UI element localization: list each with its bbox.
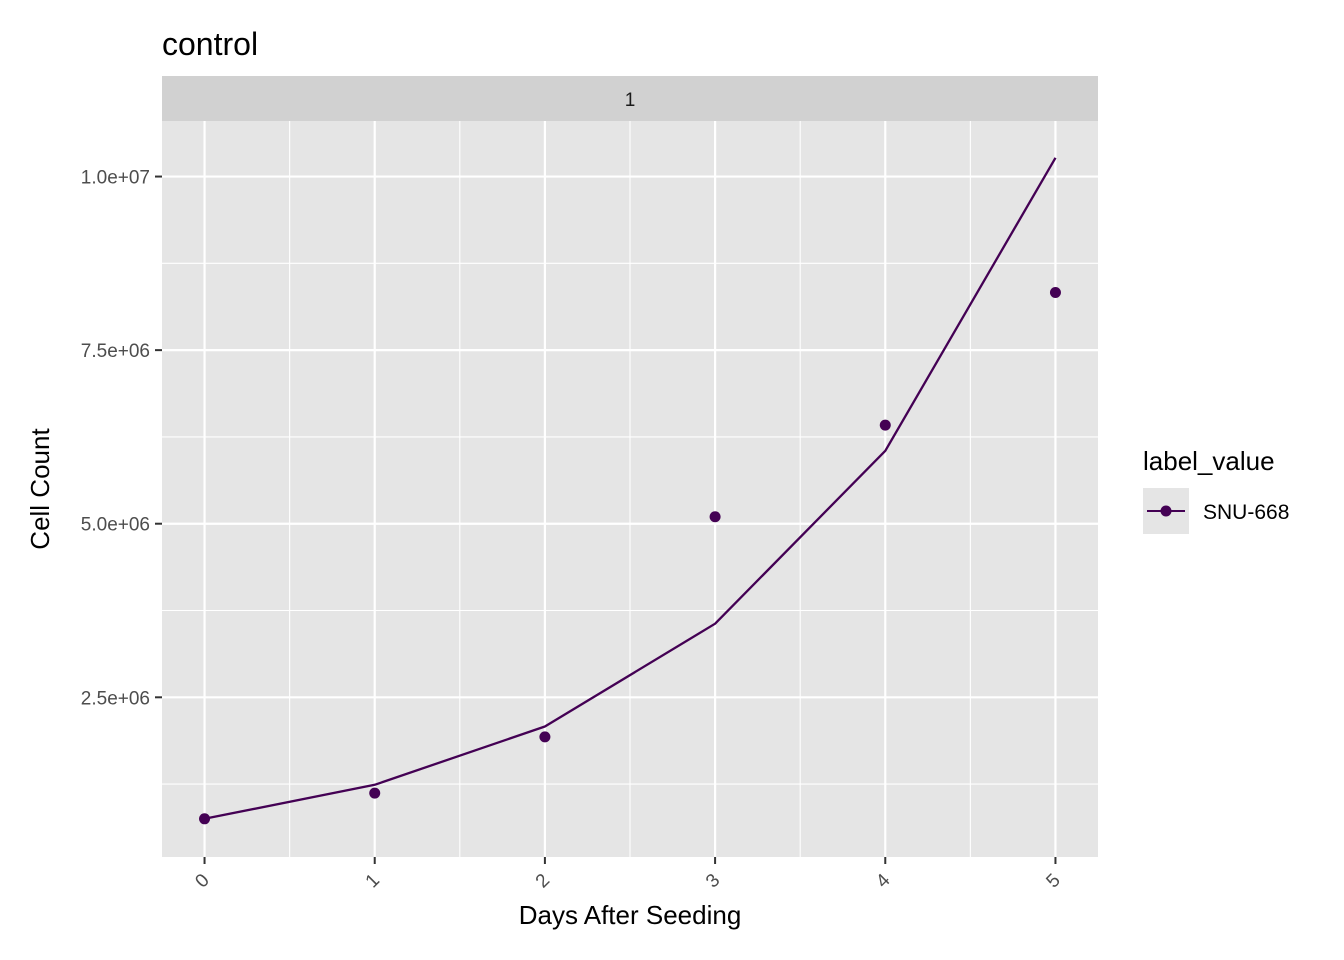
y-tick-label: 1.0e+07 <box>81 168 150 189</box>
legend-item-snu-668: SNU-668 <box>1203 501 1289 524</box>
chart-title: control <box>162 26 258 62</box>
legend-key-point <box>1160 505 1172 517</box>
x-axis-title: Days After Seeding <box>519 900 742 930</box>
x-tick-label: 3 <box>702 870 724 892</box>
legend: label_value SNU-668 <box>1143 446 1289 534</box>
x-axis: 0 1 2 3 4 5 <box>191 857 1065 893</box>
y-tick-label: 7.5e+06 <box>81 341 150 362</box>
grid-minor <box>162 121 1098 857</box>
facet-label: 1 <box>625 90 636 111</box>
y-tick-label: 2.5e+06 <box>81 688 150 709</box>
series-layer <box>199 157 1061 825</box>
data-point <box>199 813 211 825</box>
x-tick-label: 1 <box>362 870 384 892</box>
series-line-0 <box>204 157 1057 820</box>
facet-strip <box>162 76 1098 121</box>
x-tick-label: 0 <box>191 870 213 892</box>
data-point <box>369 787 381 799</box>
data-point <box>709 511 721 523</box>
x-tick-label: 5 <box>1042 870 1064 892</box>
data-point <box>539 731 551 743</box>
legend-title: label_value <box>1143 446 1275 476</box>
x-tick-label: 4 <box>872 870 895 893</box>
x-tick-label: 2 <box>532 870 554 892</box>
data-point <box>1049 287 1061 299</box>
y-axis: 2.5e+06 5.0e+06 7.5e+06 1.0e+07 <box>81 168 162 709</box>
y-axis-title: Cell Count <box>25 428 55 550</box>
data-point <box>879 419 891 431</box>
y-tick-label: 5.0e+06 <box>81 515 150 536</box>
